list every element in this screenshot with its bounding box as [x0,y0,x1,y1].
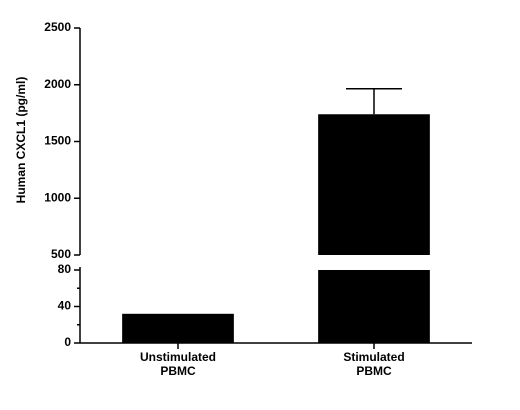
y-tick-label: 2000 [44,77,71,91]
bar [318,114,430,255]
bar [122,313,234,343]
y-tick-label: 1500 [44,134,71,148]
x-tick-label: Unstimulated PBMC [139,350,216,378]
y-tick-label: 40 [58,299,72,313]
y-tick-label: 0 [64,335,71,349]
y-tick-label: 2500 [44,20,71,34]
y-axis-label: Human CXCL1 (pg/ml) [14,77,28,204]
y-tick-label: 1000 [44,190,71,204]
x-tick-label: Stimulated PBMC [343,350,405,378]
y-tick-label: 80 [58,262,72,276]
y-tick-label: 500 [51,247,71,261]
bar [318,270,430,343]
